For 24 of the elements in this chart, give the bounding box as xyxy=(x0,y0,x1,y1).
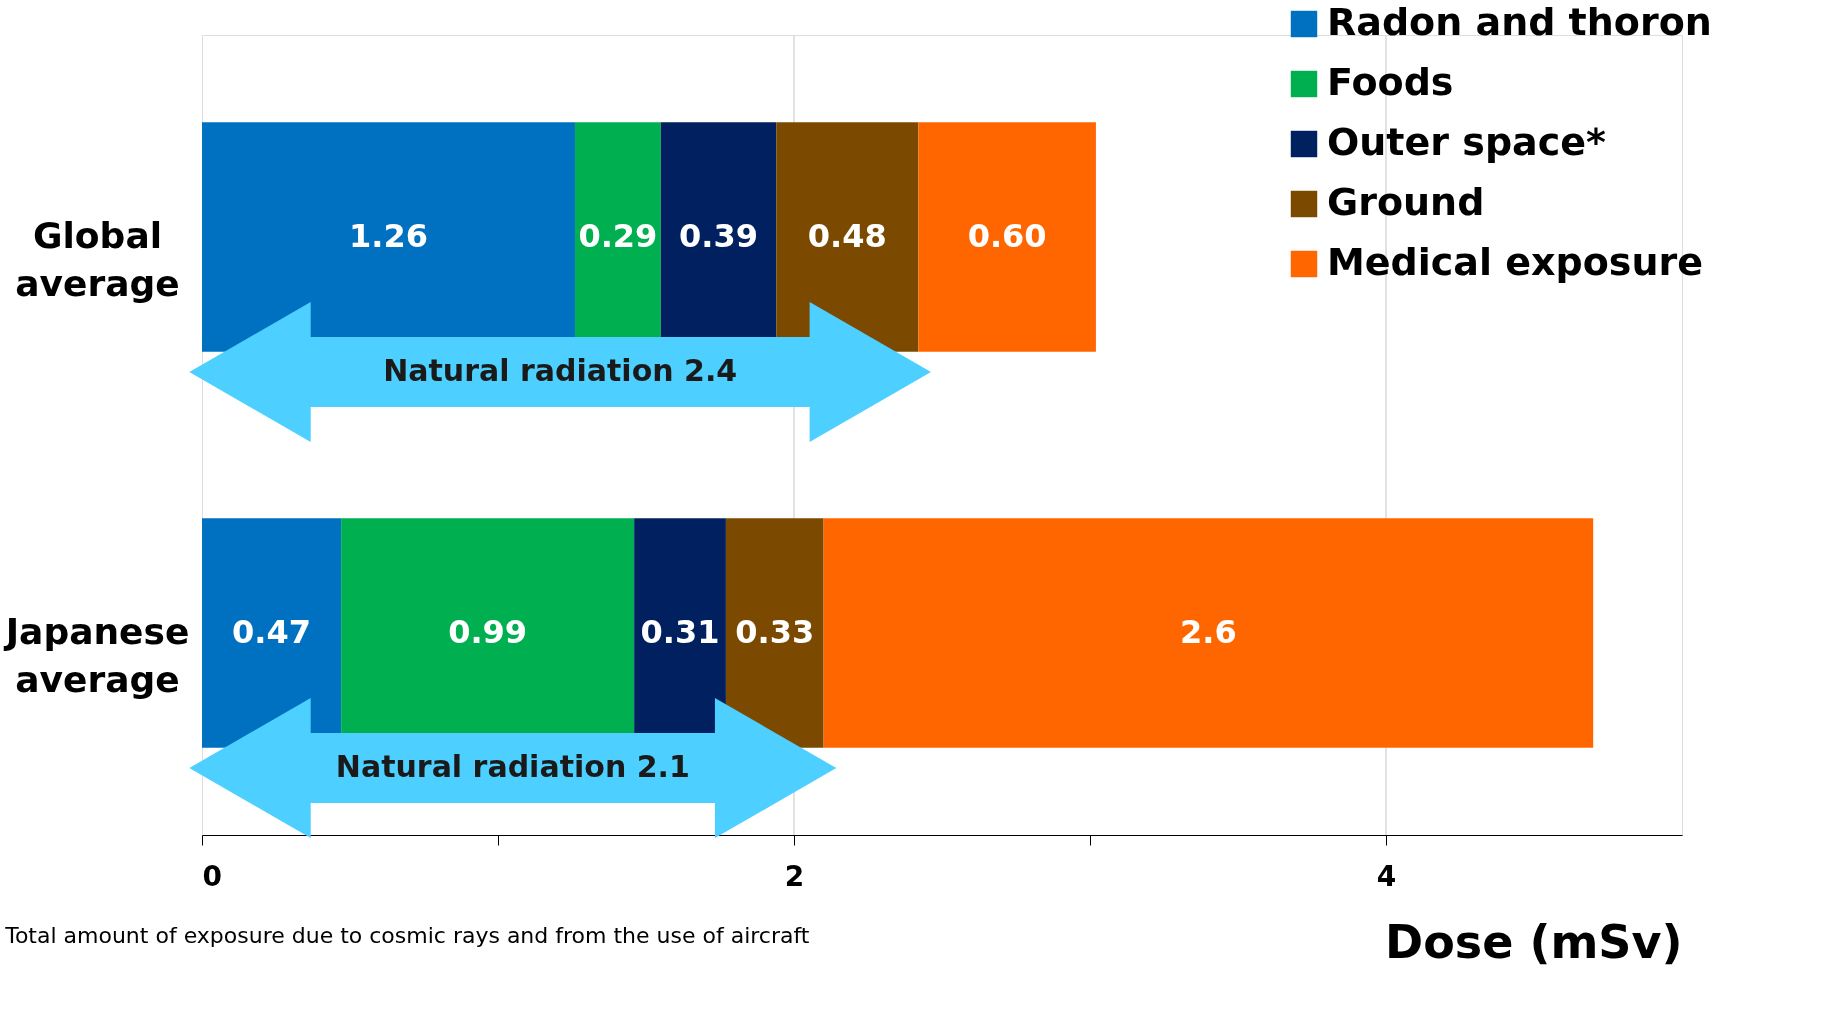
legend-label: Outer space* xyxy=(1327,120,1607,164)
y-tick-label: Japanese average xyxy=(2,611,190,701)
text: Total amount of exposure due to cosmic rays and from the use of aircraft xyxy=(4,923,810,948)
data-label: 0.29 xyxy=(578,216,658,255)
data-label: 2.6 xyxy=(1180,613,1237,652)
data-label: 0.48 xyxy=(807,216,887,255)
x-tick-label: 0 xyxy=(202,859,222,893)
legend-label: Foods xyxy=(1327,60,1454,104)
annotation: Natural radiation 2.4 xyxy=(383,352,738,388)
y-tick-label: Global average xyxy=(15,214,180,304)
x-tick-label: 4 xyxy=(1376,859,1397,893)
legend-label: Radon and thoron xyxy=(1327,0,1712,44)
data-label: 0.31 xyxy=(640,613,720,652)
data-label: 1.26 xyxy=(349,216,428,255)
annotation: Natural radiation 2.1 xyxy=(335,749,690,785)
data-label: 0.39 xyxy=(679,216,758,255)
legend-label: Medical exposure xyxy=(1327,240,1704,284)
data-label: 0.33 xyxy=(735,613,815,652)
x-tick-label: 2 xyxy=(784,859,805,893)
data-label: 0.99 xyxy=(448,613,528,652)
data-label: 0.60 xyxy=(967,216,1047,255)
x-axis-title: Dose (mSv) xyxy=(1385,914,1683,969)
data-label: 0.47 xyxy=(232,613,312,652)
legend-label: Ground xyxy=(1327,180,1485,224)
